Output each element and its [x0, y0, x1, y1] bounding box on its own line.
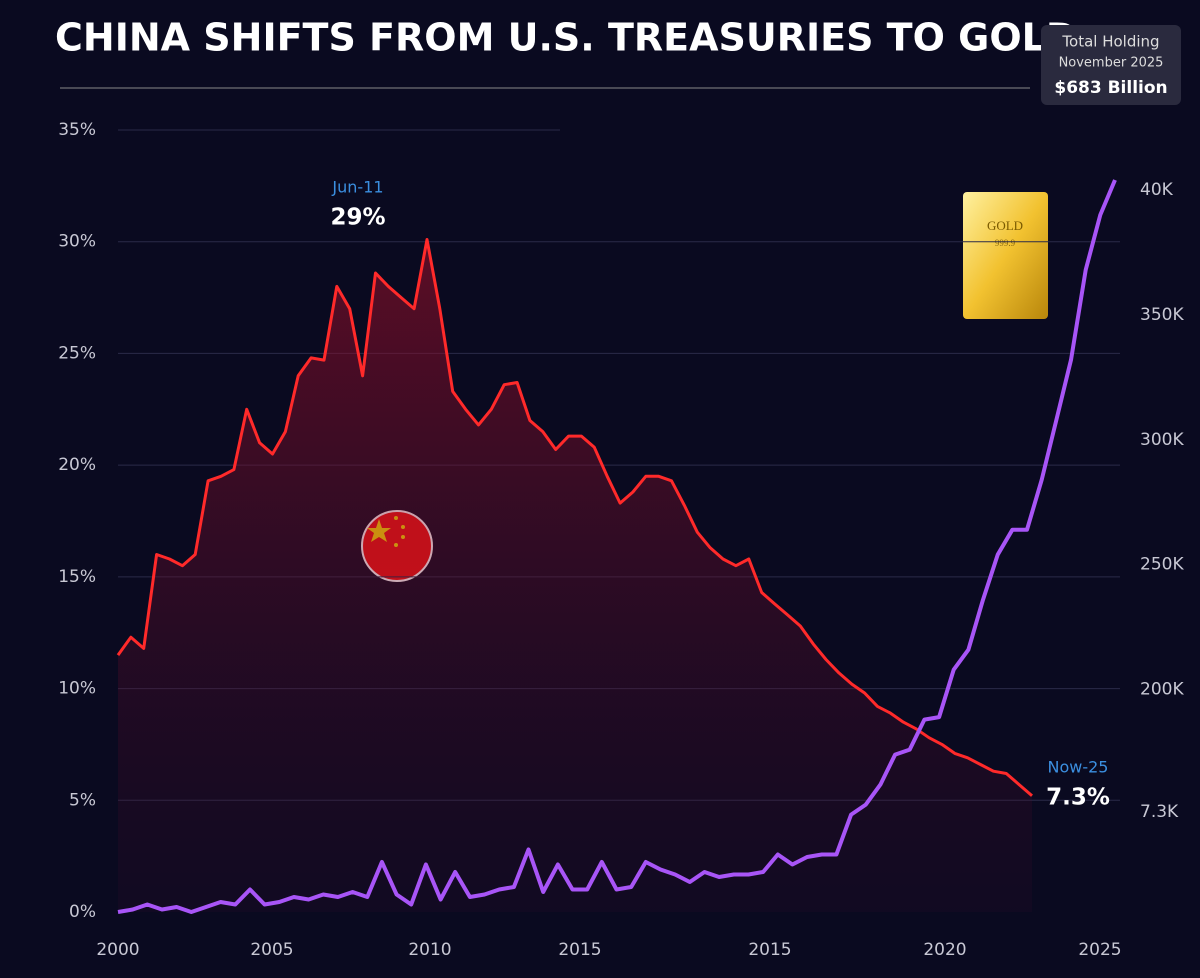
y-tick-label: 5%: [69, 790, 96, 810]
x-tick-label: 2015: [748, 940, 791, 960]
info-line: November 2025: [1059, 56, 1164, 71]
annotation-value: 29%: [330, 205, 385, 231]
y2-end-label: 40K: [1140, 180, 1174, 200]
y-tick-label: 10%: [58, 679, 96, 699]
x-tick-label: 2000: [96, 940, 139, 960]
gold-bar-text: GOLD: [987, 218, 1023, 233]
y2-tick-label: 350K: [1140, 305, 1184, 325]
y-tick-label: 25%: [58, 343, 96, 363]
gold-bar: [963, 192, 1048, 319]
annotation-label: Now-25: [1048, 758, 1109, 777]
gold-bar-text: 999.9: [995, 238, 1016, 248]
series-line: [117, 179, 1117, 914]
y-tick-label: 20%: [58, 455, 96, 475]
series-line: [116, 238, 1033, 797]
x-tick-label: 2020: [923, 940, 966, 960]
gold-bar-icon: GOLD 999.9: [963, 192, 1048, 319]
y2-tick-label: 200K: [1140, 680, 1184, 700]
x-tick-label: 2015: [558, 940, 601, 960]
x-tick-label: 2010: [408, 940, 451, 960]
info-line: Total Holding: [1061, 33, 1159, 51]
y2-tick-label: 300K: [1140, 430, 1184, 450]
info-box: [1041, 25, 1181, 105]
annotation-value: 7.3%: [1046, 785, 1110, 811]
y-tick-label: 35%: [58, 120, 96, 140]
area-fill: [118, 239, 1032, 912]
annotation-label: Jun-11: [331, 178, 383, 197]
y-tick-label: 15%: [58, 567, 96, 587]
x-tick-label: 2025: [1078, 940, 1121, 960]
chart-title: CHINA SHIFTS FROM U.S. TREASURIES TO GOL…: [55, 16, 1077, 60]
y-tick-label: 30%: [58, 232, 96, 252]
x-tick-label: 2005: [250, 940, 293, 960]
y-tick-label: 0%: [69, 902, 96, 922]
info-value: $683 Billion: [1054, 78, 1167, 98]
y2-tick-label: 250K: [1140, 555, 1184, 575]
y2-end-label: 7.3K: [1140, 802, 1179, 822]
